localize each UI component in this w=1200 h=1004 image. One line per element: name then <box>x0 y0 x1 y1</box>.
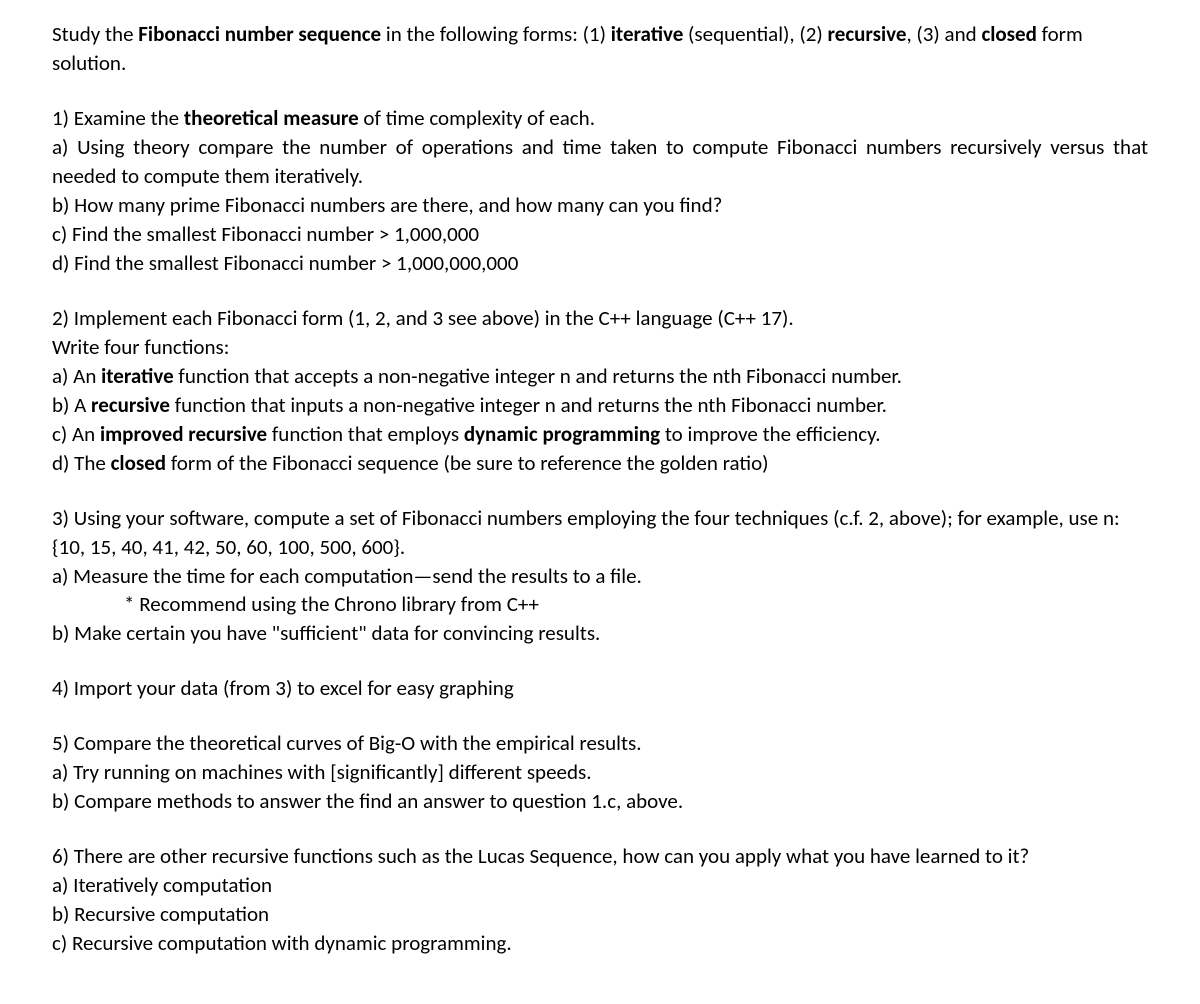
q2-d-text: form of the Fibonacci sequence (be sure … <box>166 450 768 476</box>
q1-head-bold: theoretical measure <box>184 105 359 131</box>
intro-bold-4: closed <box>981 21 1036 47</box>
q6-item-a: a) Iteratively computation <box>52 871 1148 900</box>
question-3: 3) Using your software, compute a set of… <box>52 504 1148 649</box>
q2-b-bold: recursive <box>91 392 170 418</box>
q2-item-c: c) An improved recursive function that e… <box>52 420 1148 449</box>
question-6: 6) There are other recursive functions s… <box>52 842 1148 958</box>
q2-c-text: to improve the efficiency. <box>660 421 880 447</box>
question-1: 1) Examine the theoretical measure of ti… <box>52 104 1148 278</box>
q1-head-text: of time complexity of each. <box>359 105 595 131</box>
q1-head-text: 1) Examine the <box>52 105 184 131</box>
intro-bold-1: Fibonacci number sequence <box>138 21 381 47</box>
q5-item-b: b) Compare methods to answer the find an… <box>52 787 1148 816</box>
question-5: 5) Compare the theoretical curves of Big… <box>52 729 1148 816</box>
q2-a-bold: iterative <box>101 363 174 389</box>
q1-item-a: a) Using theory compare the number of op… <box>52 133 1148 191</box>
q3-item-b: b) Make certain you have "sufficient" da… <box>52 619 1148 648</box>
q2-c-text: c) An <box>52 421 100 447</box>
intro-text: (sequential), (2) <box>683 21 827 47</box>
q2-b-text: function that inputs a non-negative inte… <box>170 392 887 418</box>
q2-item-b: b) A recursive function that inputs a no… <box>52 391 1148 420</box>
q2-item-d: d) The closed form of the Fibonacci sequ… <box>52 449 1148 478</box>
intro-bold-3: recursive <box>828 21 907 47</box>
q2-a-text: function that accepts a non-negative int… <box>174 363 902 389</box>
intro-text: Study the <box>52 21 138 47</box>
q2-d-text: d) The <box>52 450 111 476</box>
q2-c-text: function that employs <box>267 421 464 447</box>
q1-item-d: d) Find the smallest Fibonacci number > … <box>52 249 1148 278</box>
q5-item-a: a) Try running on machines with [signifi… <box>52 758 1148 787</box>
q3-heading: 3) Using your software, compute a set of… <box>52 504 1148 562</box>
q2-heading: 2) Implement each Fibonacci form (1, 2, … <box>52 304 1148 333</box>
question-2: 2) Implement each Fibonacci form (1, 2, … <box>52 304 1148 478</box>
intro-bold-2: iterative <box>611 21 684 47</box>
q1-item-b: b) How many prime Fibonacci numbers are … <box>52 191 1148 220</box>
q6-item-c: c) Recursive computation with dynamic pr… <box>52 929 1148 958</box>
q2-a-text: a) An <box>52 363 101 389</box>
intro-text: , (3) and <box>906 21 981 47</box>
question-4: 4) Import your data (from 3) to excel fo… <box>52 674 1148 703</box>
q2-c-bold-1: improved recursive <box>100 421 267 447</box>
q6-heading: 6) There are other recursive functions s… <box>52 842 1148 871</box>
q2-b-text: b) A <box>52 392 91 418</box>
q6-item-b: b) Recursive computation <box>52 900 1148 929</box>
q3-item-a: a) Measure the time for each computation… <box>52 562 1148 591</box>
q5-heading: 5) Compare the theoretical curves of Big… <box>52 729 1148 758</box>
q4-heading: 4) Import your data (from 3) to excel fo… <box>52 674 1148 703</box>
intro-paragraph: Study the Fibonacci number sequence in t… <box>52 20 1148 78</box>
intro-text: in the following forms: (1) <box>381 21 611 47</box>
q2-subheading: Write four functions: <box>52 333 1148 362</box>
q1-item-c: c) Find the smallest Fibonacci number > … <box>52 220 1148 249</box>
q2-c-bold-2: dynamic programming <box>464 421 660 447</box>
q3-item-a-sub: * Recommend using the Chrono library fro… <box>124 590 1148 619</box>
q2-item-a: a) An iterative function that accepts a … <box>52 362 1148 391</box>
q2-d-bold: closed <box>111 450 166 476</box>
q1-heading: 1) Examine the theoretical measure of ti… <box>52 104 1148 133</box>
